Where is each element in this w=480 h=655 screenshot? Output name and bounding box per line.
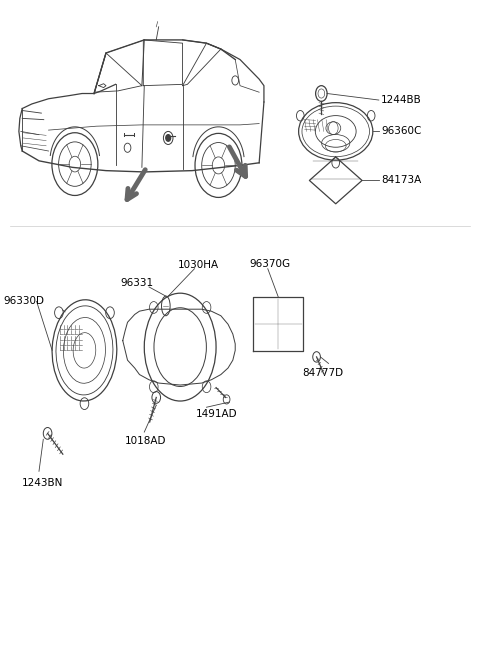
Text: 84777D: 84777D <box>302 368 343 378</box>
Text: 96330D: 96330D <box>3 296 44 307</box>
Text: 1243BN: 1243BN <box>22 478 64 488</box>
Text: 84173A: 84173A <box>381 176 421 185</box>
Text: 96360C: 96360C <box>381 126 421 136</box>
Text: 1244BB: 1244BB <box>381 95 422 105</box>
Text: 1030HA: 1030HA <box>178 261 219 271</box>
Circle shape <box>166 135 170 141</box>
Text: 1491AD: 1491AD <box>196 409 238 419</box>
Text: 96370G: 96370G <box>250 259 291 269</box>
Text: 1018AD: 1018AD <box>125 436 167 445</box>
Text: 96331: 96331 <box>120 278 154 288</box>
